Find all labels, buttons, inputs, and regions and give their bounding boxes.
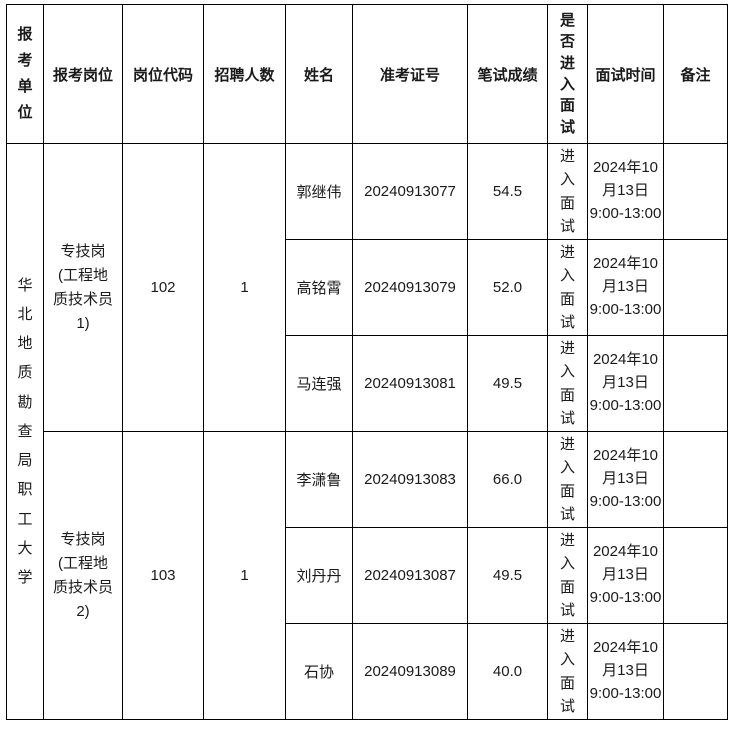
status-text: 进入面试	[559, 436, 575, 523]
status-cell: 进入面试	[547, 623, 588, 720]
name-cell: 李潇鲁	[285, 431, 353, 528]
recruit-count-cell: 1	[203, 431, 286, 720]
time-text: 2024年10月13日 9:00-13:00	[589, 159, 662, 222]
status-cell: 进入面试	[547, 239, 588, 336]
candidate-row: 马连强 20240913081 49.5 进入面试 2024年10月13日 9:…	[7, 335, 728, 432]
time-text: 2024年10月13日 9:00-13:00	[589, 351, 662, 414]
name-cell: 高铭霄	[285, 239, 353, 336]
col-header-name: 姓名	[285, 4, 353, 144]
col-header-recruits: 招聘人数	[203, 4, 286, 144]
time-text: 2024年10月13日 9:00-13:00	[589, 447, 662, 510]
score-cell: 52.0	[467, 239, 548, 336]
score-cell: 49.5	[467, 335, 548, 432]
position-code-cell: 102	[122, 143, 204, 432]
status-text: 进入面试	[559, 148, 575, 235]
score-cell: 49.5	[467, 527, 548, 624]
col-header-ticket: 准考证号	[352, 4, 468, 144]
col-header-status: 是否进入面试	[547, 4, 588, 144]
status-cell: 进入面试	[547, 143, 588, 240]
header-row: 报考单位 报考岗位 岗位代码 招聘人数 姓名 准考证号 笔试成绩 是否进入面试 …	[6, 4, 728, 144]
time-cell: 2024年10月13日 9:00-13:00	[587, 143, 664, 240]
position-name: 专技岗(工程地质技术员1)	[52, 242, 113, 332]
candidate-row: 刘丹丹 20240913087 49.5 进入面试 2024年10月13日 9:…	[7, 527, 728, 624]
name-cell: 刘丹丹	[285, 527, 353, 624]
status-text: 进入面试	[559, 340, 575, 427]
status-cell: 进入面试	[547, 335, 588, 432]
col-header-unit: 报考单位	[6, 4, 44, 144]
position-name: 专技岗(工程地质技术员2)	[52, 530, 113, 620]
candidate-row: 高铭霄 20240913079 52.0 进入面试 2024年10月13日 9:…	[7, 239, 728, 336]
remark-cell	[663, 335, 728, 432]
time-text: 2024年10月13日 9:00-13:00	[589, 255, 662, 318]
position-code-cell: 103	[122, 431, 204, 720]
time-cell: 2024年10月13日 9:00-13:00	[587, 239, 664, 336]
remark-cell	[663, 143, 728, 240]
remark-cell	[663, 527, 728, 624]
recruit-count-cell: 1	[203, 143, 286, 432]
score-cell: 66.0	[467, 431, 548, 528]
name-cell: 马连强	[285, 335, 353, 432]
ticket-cell: 20240913077	[352, 143, 468, 240]
time-text: 2024年10月13日 9:00-13:00	[589, 543, 662, 606]
position-cell: 专技岗(工程地质技术员1)	[43, 143, 123, 432]
status-text: 进入面试	[559, 628, 575, 715]
score-cell: 40.0	[467, 623, 548, 720]
ticket-cell: 20240913081	[352, 335, 468, 432]
name-cell: 石协	[285, 623, 353, 720]
status-text: 进入面试	[559, 532, 575, 619]
candidate-row: 专技岗(工程地质技术员2) 103 1 李潇鲁 20240913083 66.0…	[7, 431, 728, 720]
name-cell: 郭继伟	[285, 143, 353, 240]
candidate-row: 华北地质勘查局职工大学 专技岗(工程地质技术员1) 102 1 郭继伟 2024…	[6, 143, 728, 720]
time-cell: 2024年10月13日 9:00-13:00	[587, 431, 664, 528]
col-header-code: 岗位代码	[122, 4, 204, 144]
col-header-remark: 备注	[663, 4, 728, 144]
col-header-status-label: 是否进入面试	[559, 12, 575, 136]
exam-results-table: 报考单位 报考岗位 岗位代码 招聘人数 姓名 准考证号 笔试成绩 是否进入面试 …	[6, 4, 728, 720]
time-cell: 2024年10月13日 9:00-13:00	[587, 623, 664, 720]
status-cell: 进入面试	[547, 527, 588, 624]
col-header-score: 笔试成绩	[467, 4, 548, 144]
time-text: 2024年10月13日 9:00-13:00	[589, 639, 662, 702]
status-cell: 进入面试	[547, 431, 588, 528]
score-cell: 54.5	[467, 143, 548, 240]
remark-cell	[663, 239, 728, 336]
position-cell: 专技岗(工程地质技术员2)	[43, 431, 123, 720]
col-header-time: 面试时间	[587, 4, 664, 144]
ticket-cell: 20240913083	[352, 431, 468, 528]
ticket-cell: 20240913079	[352, 239, 468, 336]
col-header-position: 报考岗位	[43, 4, 123, 144]
unit-name: 华北地质勘查局职工大学	[17, 276, 33, 587]
remark-cell	[663, 623, 728, 720]
ticket-cell: 20240913089	[352, 623, 468, 720]
status-text: 进入面试	[559, 244, 575, 331]
time-cell: 2024年10月13日 9:00-13:00	[587, 527, 664, 624]
time-cell: 2024年10月13日 9:00-13:00	[587, 335, 664, 432]
candidate-row: 石协 20240913089 40.0 进入面试 2024年10月13日 9:0…	[7, 623, 728, 720]
unit-cell: 华北地质勘查局职工大学	[6, 143, 44, 720]
remark-cell	[663, 431, 728, 528]
ticket-cell: 20240913087	[352, 527, 468, 624]
col-header-unit-label: 报考单位	[17, 25, 33, 122]
